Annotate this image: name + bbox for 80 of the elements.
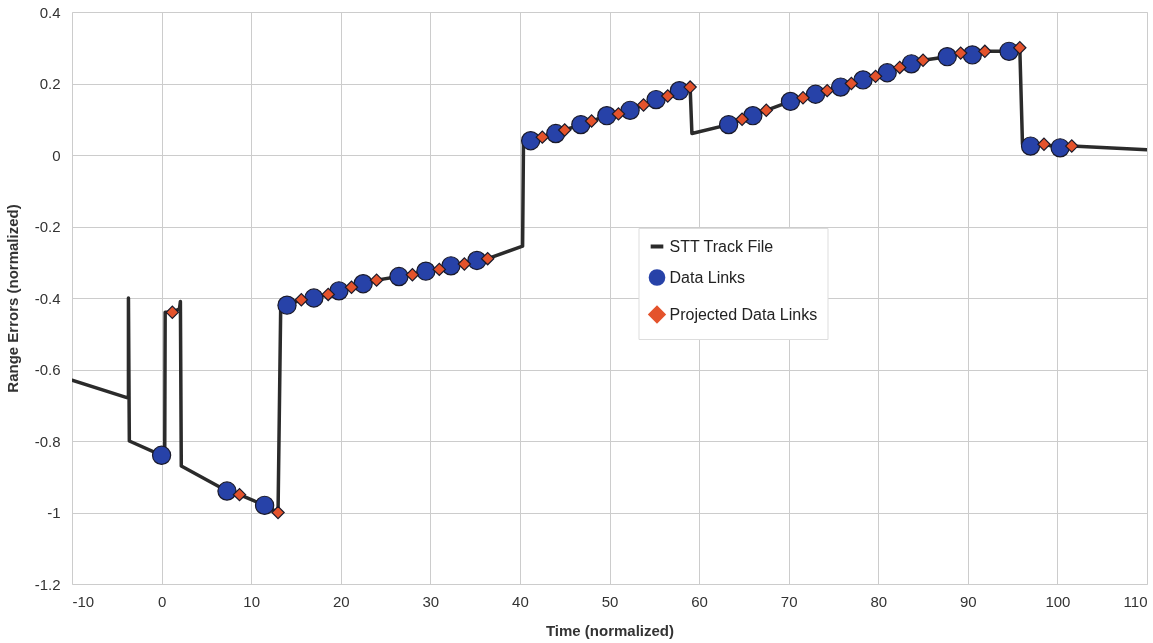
point (953, 46, 968, 60)
point (321, 287, 335, 302)
point (1013, 41, 1027, 55)
point (937, 47, 957, 67)
y-tick-label: -1.2 (34, 575, 61, 593)
point (868, 69, 883, 84)
point (1050, 138, 1070, 158)
y-tick-label: -0.4 (34, 289, 61, 307)
point (636, 98, 651, 112)
point (294, 293, 309, 307)
point (597, 106, 617, 126)
point (1037, 137, 1051, 151)
y-tick-label: 0.4 (39, 3, 61, 21)
point (1020, 136, 1041, 156)
point (978, 44, 992, 59)
point (217, 481, 237, 501)
legend-label: Projected Data Links (669, 305, 818, 323)
y-tick-label: -1 (47, 504, 61, 521)
x-tick-label: 20 (332, 592, 350, 610)
point (480, 251, 495, 266)
legend-label: STT Track File (669, 237, 774, 255)
point (405, 268, 420, 282)
point (304, 288, 324, 308)
x-tick-label: 40 (512, 592, 529, 610)
point (416, 261, 436, 281)
point (853, 70, 873, 90)
point (661, 89, 675, 103)
point (277, 295, 297, 315)
point (520, 131, 541, 151)
point (571, 114, 591, 135)
point (796, 91, 810, 105)
point (780, 91, 801, 112)
point (1065, 139, 1079, 153)
point (646, 89, 666, 110)
point (344, 280, 359, 294)
point (916, 53, 930, 67)
point (369, 273, 384, 287)
legend-label: Data Links (669, 268, 746, 286)
point (232, 487, 247, 502)
point (432, 262, 447, 277)
point (584, 114, 599, 128)
x-tick-label: 60 (691, 592, 708, 610)
point (389, 266, 409, 287)
point (735, 112, 749, 126)
point (877, 63, 897, 83)
x-tick-label: 10 (243, 592, 261, 610)
y-tick-label: -0.6 (34, 361, 61, 378)
point (893, 60, 907, 75)
x-tick-label: 30 (422, 592, 440, 610)
point (557, 123, 572, 137)
x-tick-label: 110 (1123, 592, 1148, 610)
point (999, 41, 1019, 61)
y-tick-label: 0 (52, 146, 61, 164)
point (254, 495, 275, 516)
point (759, 103, 773, 118)
point (271, 505, 285, 520)
point (844, 76, 859, 91)
point (718, 114, 739, 135)
point (441, 256, 461, 276)
point (457, 257, 472, 271)
x-tick-label: 90 (959, 592, 977, 610)
point (165, 305, 180, 320)
point (611, 107, 626, 121)
x-tick-label: 0 (157, 592, 167, 610)
y-axis-title: Range Errors (normalized) (3, 204, 21, 393)
x-tick-label: 50 (601, 592, 619, 610)
y-tick-label: 0.2 (39, 75, 61, 92)
point (535, 130, 550, 144)
point (683, 80, 697, 94)
y-tick-label: -0.2 (34, 218, 61, 235)
point (353, 274, 373, 294)
y-tick-label: -0.8 (34, 432, 61, 450)
x-axis-title: Time (normalized) (545, 621, 675, 639)
x-tick-label: 80 (870, 592, 888, 610)
x-tick-label: 100 (1045, 592, 1071, 610)
x-tick-label: -10 (72, 592, 95, 610)
point (820, 83, 834, 98)
point (151, 445, 172, 465)
point (620, 100, 640, 120)
x-tick-label: 70 (780, 592, 798, 610)
